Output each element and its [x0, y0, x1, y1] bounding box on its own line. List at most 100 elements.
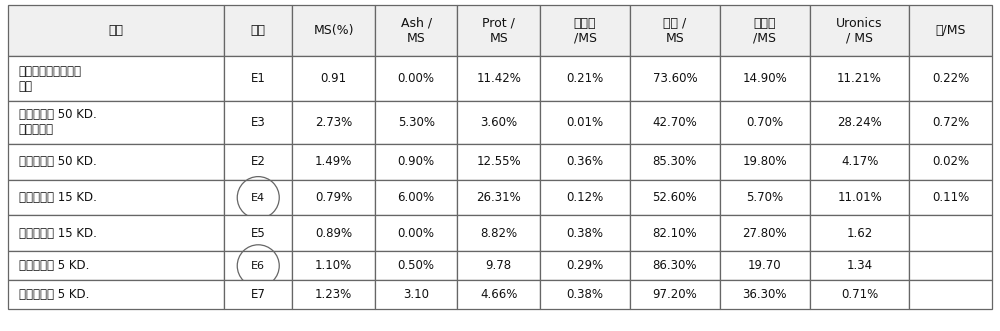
Text: 0.91: 0.91 [321, 72, 347, 85]
Bar [720, 280, 810, 309]
Bar [810, 251, 909, 280]
Bar [375, 180, 457, 215]
Bar [8, 215, 224, 251]
Bar [457, 5, 540, 56]
Bar [909, 251, 992, 280]
Bar [375, 5, 457, 56]
Bar [292, 5, 375, 56]
Bar [630, 280, 720, 309]
Bar [224, 180, 292, 215]
Bar [540, 5, 630, 56]
Bar [540, 180, 630, 215]
Bar [810, 101, 909, 144]
Bar [457, 215, 540, 251]
Bar [8, 56, 224, 101]
Bar [457, 251, 540, 280]
Bar [375, 251, 457, 280]
Text: 0.00%: 0.00% [398, 227, 435, 240]
Bar [909, 280, 992, 309]
Bar [909, 180, 992, 215]
Text: 硫酸盐
/MS: 硫酸盐 /MS [574, 17, 597, 45]
Text: Uronics
/ MS: Uronics / MS [836, 17, 883, 45]
Bar [540, 144, 630, 180]
Bar [457, 56, 540, 101]
Text: Ash /
MS: Ash / MS [401, 17, 432, 45]
Text: 0.50%: 0.50% [398, 259, 435, 272]
Text: 11.42%: 11.42% [476, 72, 521, 85]
Bar [224, 101, 292, 144]
Bar [224, 144, 292, 180]
Text: 0.02%: 0.02% [932, 155, 969, 168]
Text: 样本: 样本 [109, 24, 124, 37]
Text: 0.22%: 0.22% [932, 72, 969, 85]
Text: 浓缩透过液 5 KD.: 浓缩透过液 5 KD. [19, 259, 89, 272]
Text: 浓缩透过液 50 KD.: 浓缩透过液 50 KD. [19, 155, 97, 168]
Text: 3.60%: 3.60% [480, 116, 517, 129]
Text: 游离糖
/MS: 游离糖 /MS [753, 17, 776, 45]
Bar [630, 56, 720, 101]
Bar [375, 144, 457, 180]
Text: 4.66%: 4.66% [480, 288, 517, 302]
Bar [8, 280, 224, 309]
Text: 0.72%: 0.72% [932, 116, 969, 129]
Bar [810, 5, 909, 56]
Bar [810, 56, 909, 101]
Text: Prot /
MS: Prot / MS [482, 17, 515, 45]
Text: 26.31%: 26.31% [476, 191, 521, 204]
Bar [8, 5, 224, 56]
Text: 19.80%: 19.80% [743, 155, 787, 168]
Text: 经过了水解、中和、
离心: 经过了水解、中和、 离心 [19, 65, 82, 93]
Text: 0.79%: 0.79% [315, 191, 352, 204]
Text: 0.38%: 0.38% [567, 288, 604, 302]
Bar [720, 56, 810, 101]
Bar [909, 144, 992, 180]
Bar [224, 280, 292, 309]
Text: 1.23%: 1.23% [315, 288, 352, 302]
Text: 0.01%: 0.01% [566, 116, 604, 129]
Bar [292, 56, 375, 101]
Text: 85.30%: 85.30% [653, 155, 697, 168]
Text: E4: E4 [251, 193, 265, 203]
Text: 浓缩透过液 15 KD.: 浓缩透过液 15 KD. [19, 191, 97, 204]
Bar [224, 56, 292, 101]
Text: 97.20%: 97.20% [653, 288, 697, 302]
Bar [457, 101, 540, 144]
Bar [375, 56, 457, 101]
Bar [630, 251, 720, 280]
Bar [457, 180, 540, 215]
Text: E1: E1 [251, 72, 266, 85]
Bar [457, 144, 540, 180]
Bar [909, 215, 992, 251]
Text: 12.55%: 12.55% [476, 155, 521, 168]
Text: 5.30%: 5.30% [398, 116, 435, 129]
Bar [292, 251, 375, 280]
Text: 0.12%: 0.12% [566, 191, 604, 204]
Text: 0.36%: 0.36% [566, 155, 604, 168]
Bar [292, 215, 375, 251]
Bar [540, 215, 630, 251]
Bar [720, 215, 810, 251]
Text: 8.82%: 8.82% [480, 227, 517, 240]
Bar [630, 180, 720, 215]
Text: 0.11%: 0.11% [932, 191, 969, 204]
Bar [8, 251, 224, 280]
Bar [224, 215, 292, 251]
Bar [720, 251, 810, 280]
Bar [292, 101, 375, 144]
Text: E7: E7 [251, 288, 266, 302]
Text: 0.89%: 0.89% [315, 227, 352, 240]
Bar [292, 180, 375, 215]
Text: 36.30%: 36.30% [743, 288, 787, 302]
Bar [540, 56, 630, 101]
Text: 86.30%: 86.30% [653, 259, 697, 272]
Bar [810, 280, 909, 309]
Bar [540, 251, 630, 280]
Text: 1.10%: 1.10% [315, 259, 352, 272]
Text: E2: E2 [251, 155, 266, 168]
Text: 0.90%: 0.90% [398, 155, 435, 168]
Bar [630, 215, 720, 251]
Text: 1.34: 1.34 [847, 259, 873, 272]
Bar [720, 144, 810, 180]
Bar [8, 101, 224, 144]
Text: 82.10%: 82.10% [653, 227, 697, 240]
